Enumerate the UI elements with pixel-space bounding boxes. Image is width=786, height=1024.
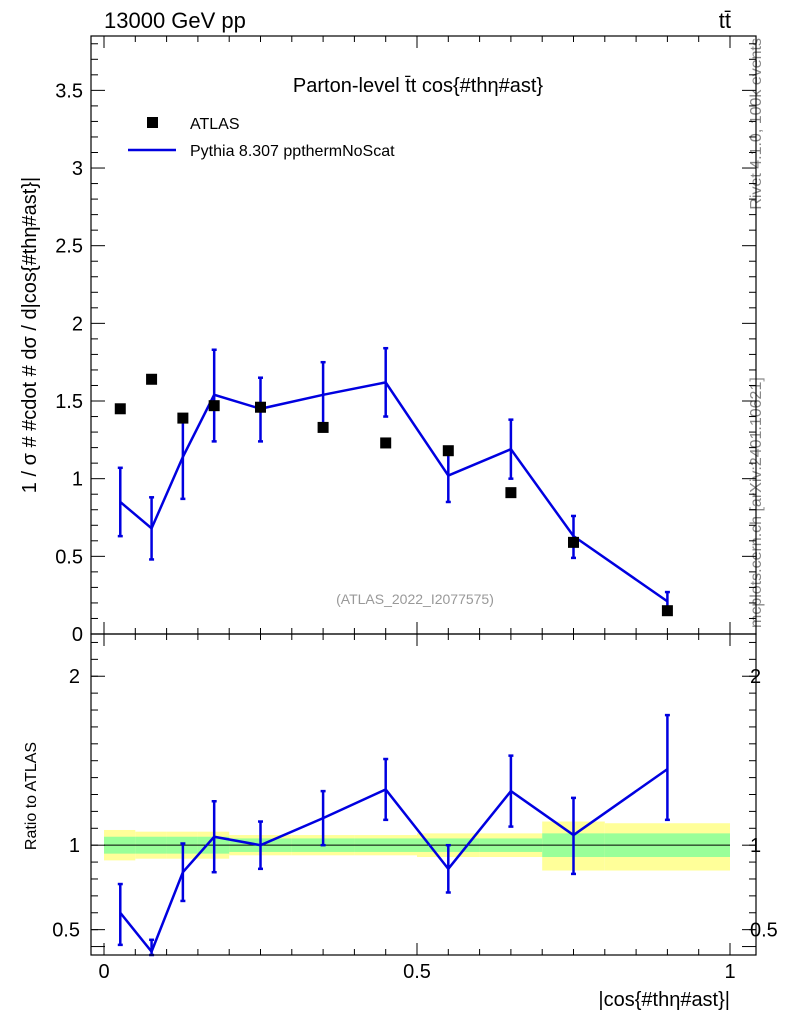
data-point-atlas: [208, 400, 220, 412]
legend-label-pythia: Pythia 8.307 ppthermNoScat: [190, 143, 395, 160]
y-tick-label: 1.5: [55, 391, 83, 413]
analysis-watermark: (ATLAS_2022_I2077575): [336, 591, 494, 607]
energy-label: 13000 GeV pp: [104, 8, 246, 33]
data-point-atlas: [114, 403, 126, 415]
data-point-atlas: [317, 421, 329, 433]
x-tick-label: 0: [98, 961, 109, 983]
ratio-y-tick-label-right: 2: [750, 666, 761, 688]
y-tick-label: 0: [72, 624, 83, 646]
y-tick-label: 2.5: [55, 236, 83, 258]
data-point-atlas: [146, 373, 158, 385]
process-label: tt̄: [719, 8, 731, 33]
legend-marker-atlas: [147, 117, 158, 128]
main-plot-panel: Parton-level t̄t cos{#thη#ast} 1 / σ # #…: [19, 35, 757, 646]
ratio-plot-panel: Ratio to ATLAS |cos{#thη#ast}| 0.5 0.5 1 1 2…: [23, 633, 778, 1011]
main-y-axis-label: 1 / σ # #cdot # dσ / d|cos{#thη#ast}|: [19, 177, 41, 493]
y-tick-label: 3.5: [55, 80, 83, 102]
data-point-atlas: [568, 536, 579, 548]
ratio-y-tick-label-left: 1: [69, 835, 80, 857]
ratio-y-axis-label: Ratio to ATLAS: [23, 742, 40, 850]
x-tick-label: 1: [724, 961, 735, 983]
data-point-atlas: [380, 437, 392, 449]
ratio-y-tick-label-right: 0.5: [750, 920, 778, 942]
data-point-atlas: [255, 401, 266, 413]
data-point-atlas: [177, 412, 189, 424]
ratio-y-tick-label-right: 1: [750, 835, 761, 857]
legend: ATLAS Pythia 8.307 ppthermNoScat: [128, 116, 395, 160]
legend-label-atlas: ATLAS: [190, 116, 240, 133]
x-axis-label: |cos{#thη#ast}|: [598, 989, 730, 1011]
data-point-atlas: [661, 605, 673, 617]
y-tick-label: 0.5: [55, 546, 83, 568]
y-tick-label: 3: [72, 158, 83, 180]
x-tick-label: 0.5: [403, 961, 431, 983]
y-tick-label: 2: [72, 313, 83, 335]
data-point-atlas: [442, 445, 454, 457]
y-tick-label: 1: [72, 469, 83, 491]
data-point-atlas: [505, 487, 517, 499]
ratio-y-tick-label-left: 2: [69, 666, 80, 688]
ratio-y-tick-label-left: 0.5: [52, 920, 80, 942]
plot-title: Parton-level t̄t cos{#thη#ast}: [293, 75, 543, 97]
